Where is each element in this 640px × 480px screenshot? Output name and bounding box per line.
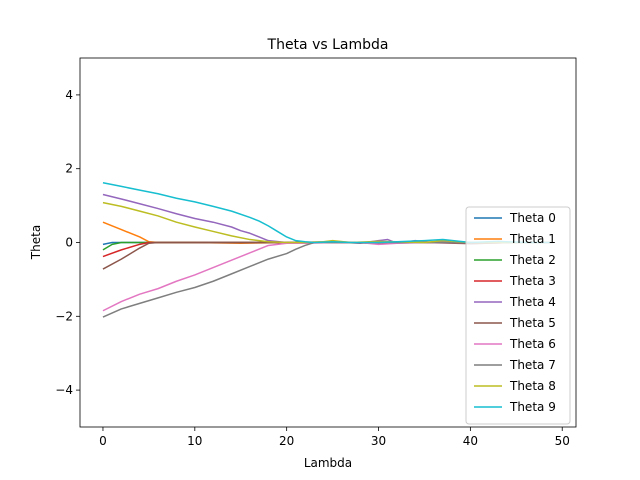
y-tick-label: 0 [65, 236, 73, 250]
legend-label-theta-7: Theta 7 [509, 358, 556, 372]
legend-label-theta-3: Theta 3 [509, 274, 556, 288]
y-axis-label: Theta [29, 225, 43, 260]
legend-box [465, 206, 571, 425]
series-line-theta-9 [102, 181, 554, 244]
legend-label-theta-6: Theta 6 [509, 337, 556, 351]
legend-label-theta-9: Theta 9 [509, 400, 556, 414]
legend-label-theta-2: Theta 2 [509, 253, 556, 267]
y-tick-label: 4 [65, 88, 73, 102]
y-tick-label: −4 [55, 383, 73, 397]
x-tick-label: 30 [371, 434, 386, 448]
x-tick-label: 0 [99, 434, 107, 448]
chart-title: Theta vs Lambda [267, 37, 389, 53]
y-tick-label: −2 [55, 309, 73, 323]
legend-label-theta-1: Theta 1 [509, 232, 556, 246]
x-axis-label: Lambda [304, 456, 352, 470]
legend-label-theta-8: Theta 8 [509, 379, 556, 393]
y-tick-label: 2 [65, 162, 73, 176]
axes: 0 10 20 30 40 50 −4 −2 0 2 4 [55, 57, 577, 448]
series-group [102, 181, 554, 318]
legend-label-theta-0: Theta 0 [509, 211, 556, 225]
series-line-theta-8 [102, 201, 554, 244]
series-line-theta-5 [102, 241, 554, 270]
legend-label-theta-4: Theta 4 [509, 295, 556, 309]
legend-label-theta-5: Theta 5 [509, 316, 556, 330]
x-tick-label: 20 [279, 434, 294, 448]
legend: Theta 0 Theta 1 Theta 2 Theta 3 Theta 4 Theta… [465, 206, 571, 425]
x-tick-label: 40 [463, 434, 478, 448]
x-tick-label: 50 [555, 434, 570, 448]
x-tick-label: 10 [187, 434, 202, 448]
